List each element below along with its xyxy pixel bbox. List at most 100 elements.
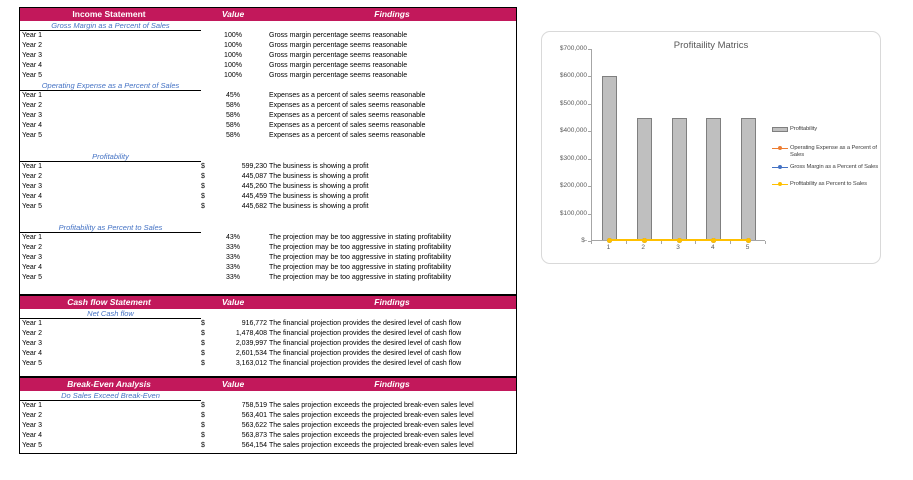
table-row: Year 5 $564,154 The sales projection excee… (20, 441, 516, 451)
value-amount: 445,682 (241, 203, 267, 210)
table-row: Year 5 58% Expenses as a percent of sales … (20, 131, 516, 141)
currency-symbol: $ (201, 412, 205, 419)
finding-text: The sales projection exceeds the project… (269, 402, 474, 409)
line-marker (746, 237, 752, 243)
section-header-row: Profitability as Percent to Sales (20, 223, 516, 233)
finding-text: The financial projection provides the de… (269, 350, 462, 357)
row-label: Year 3 (22, 183, 42, 190)
table-row: Year 5 $3,163,012 The financial projection… (20, 359, 516, 369)
y-axis-tick (588, 213, 591, 215)
finding-text: The financial projection provides the de… (269, 340, 462, 347)
row-label: Year 1 (22, 402, 42, 409)
value-amount: 758,519 (241, 402, 267, 409)
y-axis-label: $300,000 (559, 154, 587, 162)
y-axis-tick (588, 49, 591, 50)
row-label: Year 4 (22, 432, 42, 439)
row-label: Year 5 (22, 360, 42, 367)
x-axis-tick (625, 241, 627, 244)
value-percent: 33% (225, 264, 240, 271)
y-axis-tick (588, 158, 591, 160)
row-label: Year 2 (22, 330, 42, 337)
table-row: Year 4 $2,601,534 The financial projection… (20, 349, 516, 359)
finding-text: The business is showing a profit (269, 163, 369, 170)
line-marker (641, 237, 647, 243)
section-title: Profitability (20, 152, 201, 162)
value-percent: 100% (224, 42, 242, 49)
value-percent: 100% (224, 32, 242, 39)
finding-text: The projection may be too aggressive in … (269, 264, 452, 271)
table-row: Year 4 100% Gross margin percentage seems … (20, 61, 516, 71)
row-label: Year 2 (22, 42, 42, 49)
row-label: Year 4 (22, 264, 42, 271)
value-amount: 563,873 (241, 432, 267, 439)
value-percent: 58% (225, 122, 240, 129)
legend-bar-swatch-icon (772, 127, 788, 132)
finding-text: Expenses as a percent of sales seems rea… (269, 112, 426, 119)
row-label: Year 5 (22, 274, 42, 281)
finding-text: The sales projection exceeds the project… (269, 422, 474, 429)
finding-text: The projection may be too aggressive in … (269, 234, 452, 241)
legend-label: Gross Margin as a Percent of Sales (790, 164, 879, 170)
currency-symbol: $ (201, 422, 205, 429)
finding-text: The sales projection exceeds the project… (269, 432, 474, 439)
currency-symbol: $ (201, 360, 205, 367)
row-label: Year 2 (22, 244, 42, 251)
row-label: Year 5 (22, 203, 42, 210)
finding-text: Gross margin percentage seems reasonable (269, 72, 408, 79)
value-percent: 33% (225, 274, 240, 281)
section-header-row: Net Cash flow (20, 309, 516, 319)
finding-text: Expenses as a percent of sales seems rea… (269, 102, 426, 109)
value-amount: 563,622 (241, 422, 267, 429)
line-marker (711, 237, 717, 243)
table-header-row: Break-Even Analysis Value Findings (20, 378, 516, 391)
table-row: Year 1 100% Gross margin percentage seems … (20, 31, 516, 41)
y-axis-tick (588, 186, 591, 188)
spacer-row (20, 141, 516, 152)
value-percent: 45% (225, 92, 240, 99)
chart-title: Profitaility Matrics (673, 40, 749, 51)
table-row: Year 5 $445,682 The business is showing a … (20, 202, 516, 212)
x-axis-label: 3 (676, 244, 680, 251)
legend-item: Profitability as Percent to Sales (772, 181, 878, 188)
row-label: Year 1 (22, 92, 42, 99)
y-axis-tick (588, 241, 591, 242)
legend-line-swatch-icon (772, 164, 788, 170)
finding-text: The business is showing a profit (269, 203, 369, 210)
column-header-findings: Findings (374, 297, 410, 307)
table-row: Year 4 33% The projection may be too aggre… (20, 263, 516, 273)
table-title: Cash flow Statement (67, 297, 151, 307)
y-axis-label: $600,000 (559, 72, 587, 80)
profitability-bar (671, 117, 687, 240)
profitability-bar (741, 117, 757, 240)
row-label: Year 3 (22, 254, 42, 261)
section-header-row: Operating Expense as a Percent of Sales (20, 81, 516, 91)
profitability-bar (601, 75, 617, 240)
value-amount: 1,478,408 (235, 330, 267, 337)
spacer-row (20, 212, 516, 223)
section-title: Net Cash flow (20, 309, 201, 319)
y-axis-label: $500,000 (559, 99, 587, 107)
row-label: Year 4 (22, 122, 42, 129)
legend-label: Profitability (790, 126, 818, 132)
financial-table: Income Statement Value Findings Gross Margi… (19, 7, 517, 295)
financial-review-tables: Income Statement Value Findings Gross Margi… (19, 7, 517, 454)
table-row: Year 1 43% The projection may be too aggre… (20, 233, 516, 243)
legend-line-swatch-icon (772, 145, 788, 151)
table-row: Year 3 58% Expenses as a percent of sales … (20, 111, 516, 121)
finding-text: Gross margin percentage seems reasonable (269, 42, 408, 49)
line-marker (676, 237, 682, 243)
table-row: Year 1 45% Expenses as a percent of sales … (20, 91, 516, 101)
currency-symbol: $ (201, 203, 205, 210)
row-label: Year 3 (22, 340, 42, 347)
value-amount: 445,087 (241, 173, 267, 180)
table-row: Year 3 100% Gross margin percentage seems … (20, 51, 516, 61)
line-marker (606, 237, 612, 243)
currency-symbol: $ (201, 173, 205, 180)
row-label: Year 5 (22, 72, 42, 79)
table-row: Year 3 $445,260 The business is showing a … (20, 182, 516, 192)
value-amount: 445,260 (241, 183, 267, 190)
row-label: Year 2 (22, 173, 42, 180)
finding-text: The business is showing a profit (269, 173, 369, 180)
section-title: Do Sales Exceed Break-Even (20, 391, 201, 401)
row-label: Year 1 (22, 32, 42, 39)
